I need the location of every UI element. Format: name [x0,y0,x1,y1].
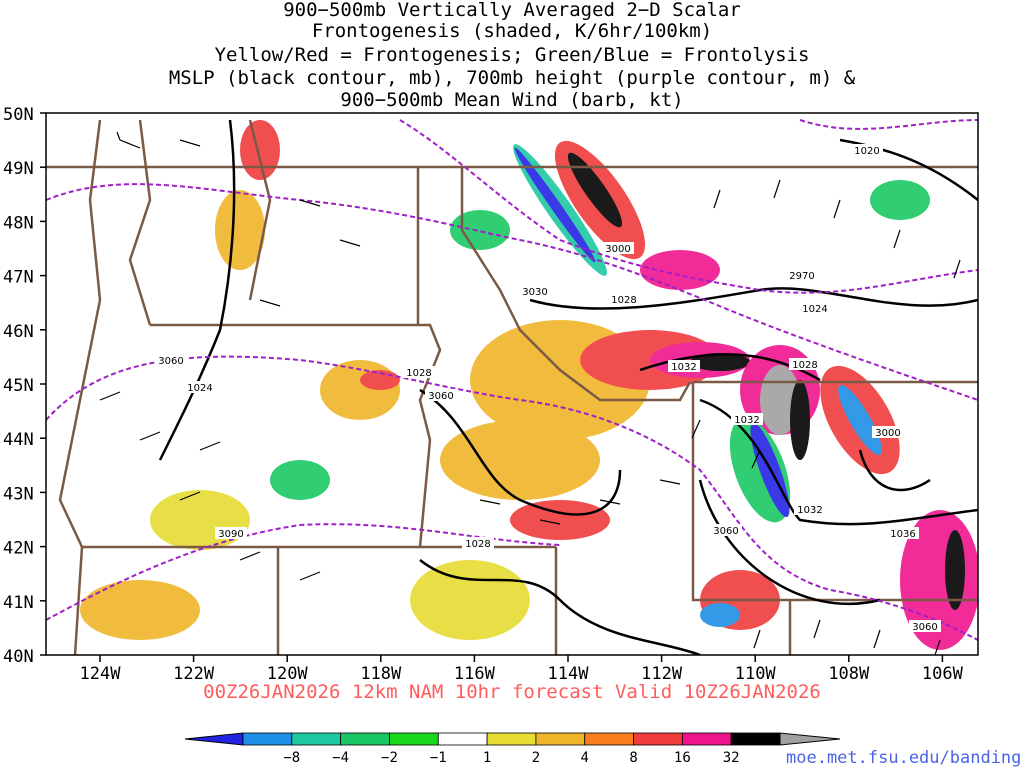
height-label: 3090 [218,529,243,540]
source-credit: moe.met.fsu.edu/banding [786,748,1022,768]
height-label: 2970 [789,271,814,282]
lon-tick-label: 108W [828,664,870,684]
lat-tick-label: 40N [3,647,34,667]
mslp-label: 1028 [465,539,490,550]
lon-tick-label: 112W [641,664,683,684]
lon-tick-label: 122W [173,664,215,684]
title-line-4: MSLP (black contour, mb), 700mb height (… [168,67,856,89]
height-label: 3000 [605,244,630,255]
lat-tick-label: 44N [3,430,34,450]
colorbar-tick-label: −2 [381,750,398,766]
lat-tick-label: 49N [3,159,34,179]
colorbar-swatch [437,732,488,746]
title-line-3: Yellow/Red = Frontogenesis; Green/Blue =… [214,44,810,66]
lat-tick-label: 48N [3,213,34,233]
frontogenesis-shading: 1020 1028 1024 1028 1032 1024 1028 1028 … [46,119,978,655]
colorbar-swatch [486,732,537,746]
mslp-label: 1020 [854,146,879,157]
title-line-2: Frontogenesis (shaded, K/6hr/100km) [311,20,713,42]
colorbar-tick-label: 16 [674,750,691,766]
colorbar-swatch [389,732,439,746]
height-label: 3060 [158,356,183,367]
colorbar-swatch [242,732,293,746]
colorbar-swatch [730,732,781,746]
lat-tick-label: 47N [3,268,34,288]
mslp-label: 1024 [802,304,827,315]
lat-tick-label: 50N [3,105,34,125]
mslp-label: 1024 [187,383,212,394]
height-label: 3030 [522,287,547,298]
height-label: 3000 [875,428,900,439]
colorbar-tick-label: 4 [581,750,589,766]
lon-tick-label: 124W [80,664,122,684]
lon-tick-label: 110W [735,664,777,684]
mslp-label: 1032 [671,362,696,373]
lon-tick-label: 120W [267,664,309,684]
contour-labels: 1020 1028 1024 1028 1032 1024 1028 1028 … [155,144,941,633]
lat-tick-label: 43N [3,484,34,504]
colorbar-tick-label: 1 [483,750,491,766]
lat-tick-label: 42N [3,539,34,559]
colorbar-swatch [291,732,342,746]
colorbar-swatch [535,732,586,746]
title-line-1: 900−500mb Vertically Averaged 2−D Scalar [283,0,741,21]
colorbar-tick-label: 2 [532,750,540,766]
longitude-axis: 124W 122W 120W 118W 116W 114W 112W 110W 108W 106W [80,655,964,684]
forecast-valid-label: 00Z26JAN2026 12km NAM 10hr forecast Vali… [203,681,821,703]
mslp-label: 1028 [792,360,817,371]
lon-tick-label: 116W [454,664,496,684]
height-contours [46,119,978,641]
height-label: 3060 [713,526,738,537]
lat-tick-label: 46N [3,322,34,342]
lat-tick-label: 41N [3,593,34,613]
wind-barbs [99,131,961,655]
colorbar-swatch [340,732,390,746]
height-label: 3060 [912,622,937,633]
latitude-axis: 50N 49N 48N 47N 46N 45N 44N 43N 42N 41N 40N [3,105,46,667]
mslp-label: 1032 [734,415,759,426]
colorbar: −8 −4 −2 −1 1 2 4 8 16 32 [184,732,841,766]
lat-tick-label: 45N [3,376,34,396]
mslp-label: 1028 [611,295,636,306]
lon-tick-label: 118W [360,664,402,684]
lon-tick-label: 106W [922,664,964,684]
colorbar-tick-label: 8 [629,750,637,766]
colorbar-swatch [681,732,732,746]
title-line-5: 900−500mb Mean Wind (barb, kt) [340,89,684,111]
colorbar-tick-label: −8 [283,750,300,766]
mslp-label: 1032 [797,505,822,516]
colorbar-tick-label: −1 [430,750,447,766]
lon-tick-label: 114W [548,664,590,684]
height-label: 3060 [428,391,453,402]
colorbar-swatch [584,732,634,746]
mslp-label: 1036 [890,529,915,540]
colorbar-tick-label: −4 [332,750,349,766]
mslp-label: 1028 [406,368,431,379]
colorbar-swatch [633,732,683,746]
colorbar-tick-label: 32 [723,750,740,766]
